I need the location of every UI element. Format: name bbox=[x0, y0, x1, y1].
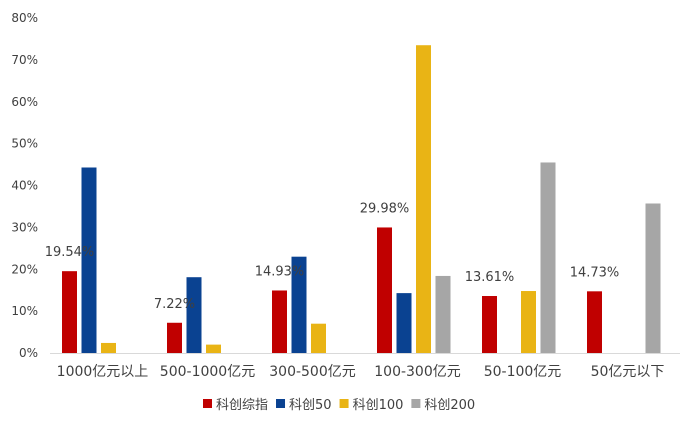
legend-swatch bbox=[203, 399, 212, 408]
x-category-label: 300-500亿元 bbox=[269, 364, 356, 380]
bar bbox=[311, 323, 326, 353]
bar bbox=[272, 290, 287, 353]
y-tick-label: 80% bbox=[11, 11, 38, 25]
bar bbox=[167, 322, 182, 353]
x-category-label: 500-1000亿元 bbox=[160, 364, 255, 380]
x-category-label: 100-300亿元 bbox=[374, 364, 461, 380]
x-category-label: 1000亿元以上 bbox=[57, 364, 149, 380]
bar bbox=[186, 277, 202, 353]
y-tick-label: 50% bbox=[11, 137, 38, 151]
y-tick-label: 70% bbox=[11, 53, 38, 67]
data-label: 14.73% bbox=[570, 265, 620, 280]
bar bbox=[482, 296, 497, 353]
x-category-label: 50亿元以下 bbox=[591, 364, 665, 380]
x-category-label: 50-100亿元 bbox=[484, 364, 562, 380]
bar bbox=[587, 291, 602, 353]
y-tick-label: 30% bbox=[11, 220, 38, 234]
bar bbox=[62, 271, 77, 353]
legend-swatch bbox=[411, 399, 421, 408]
x-axis: 1000亿元以上 500-1000亿元 300-500亿元 100-300亿元 50-1… bbox=[50, 353, 680, 380]
legend-swatch bbox=[276, 399, 286, 408]
bars bbox=[62, 45, 661, 353]
legend-swatch bbox=[339, 399, 349, 408]
bar bbox=[377, 227, 392, 353]
bar bbox=[540, 162, 556, 353]
data-label: 7.22% bbox=[154, 297, 195, 312]
legend-label: 科创综指 bbox=[216, 398, 268, 413]
y-tick-label: 40% bbox=[11, 179, 38, 193]
bar bbox=[396, 293, 412, 353]
bar bbox=[521, 291, 536, 353]
legend-label: 科创100 bbox=[353, 398, 404, 413]
bar bbox=[101, 342, 116, 353]
data-label: 19.54% bbox=[45, 245, 95, 260]
y-tick-label: 10% bbox=[11, 304, 38, 318]
data-label: 29.98% bbox=[360, 201, 410, 216]
data-labels: 19.54% 7.22% 14.93% 29.98% 13.61% 14.73% bbox=[45, 201, 620, 311]
bar bbox=[291, 256, 307, 353]
y-tick-label: 20% bbox=[11, 262, 38, 276]
legend-label: 科创50 bbox=[289, 398, 332, 413]
bar bbox=[206, 344, 221, 353]
legend: 科创综指 科创50 科创100 科创200 bbox=[203, 398, 475, 413]
bar bbox=[416, 45, 431, 353]
y-axis: 0% 10% 20% 30% 40% 50% 60% 70% 80% bbox=[11, 11, 38, 360]
y-tick-label: 0% bbox=[19, 346, 38, 360]
bar bbox=[81, 167, 97, 353]
y-tick-label: 60% bbox=[11, 95, 38, 109]
bar bbox=[435, 275, 451, 353]
data-label: 14.93% bbox=[255, 264, 305, 279]
bar bbox=[645, 203, 661, 353]
legend-label: 科创200 bbox=[424, 398, 475, 413]
data-label: 13.61% bbox=[465, 270, 515, 285]
